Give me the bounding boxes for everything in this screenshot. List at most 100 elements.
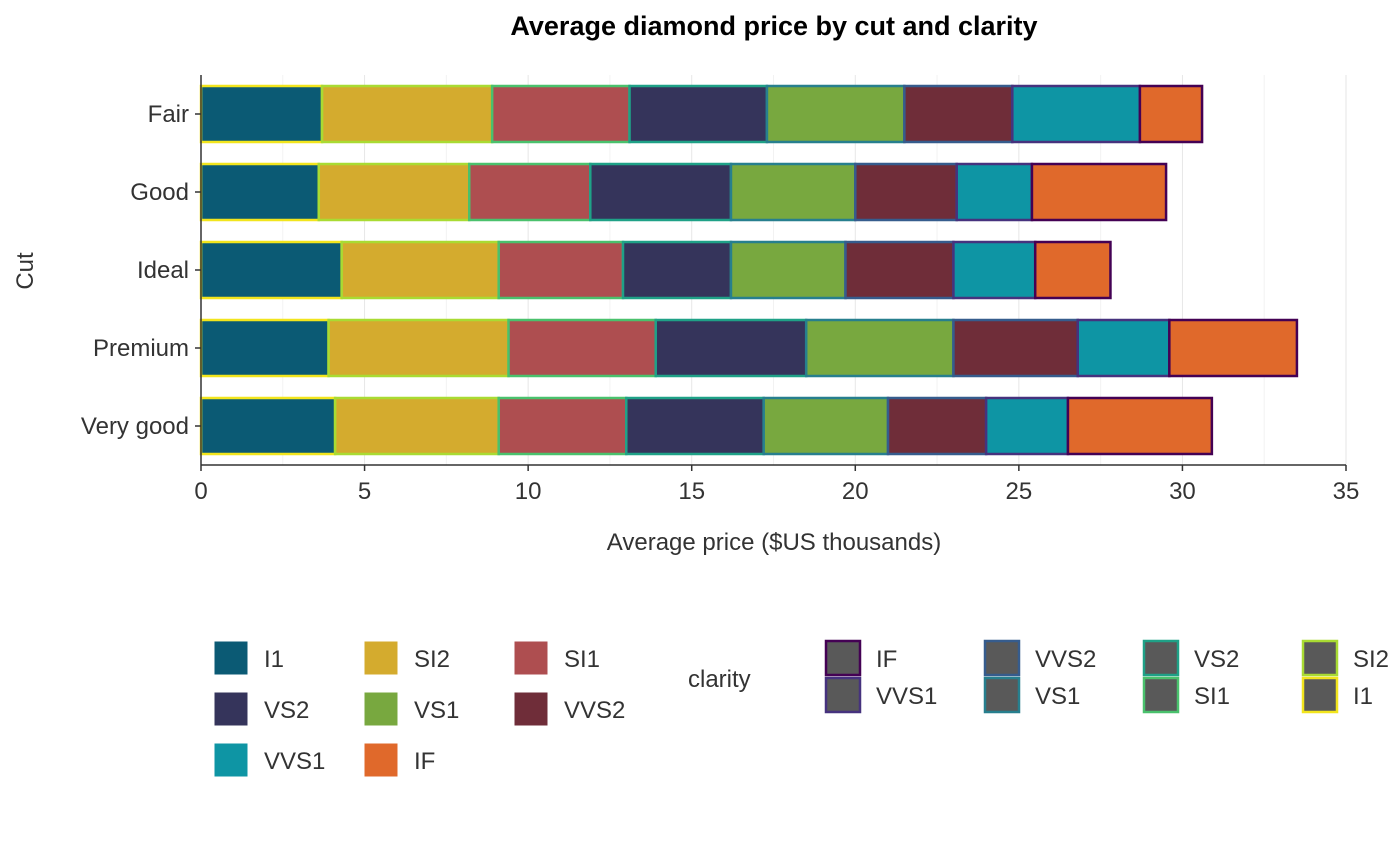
bar-good-si1: [468, 162, 592, 222]
legend-fill-key-vvs2: [513, 691, 549, 727]
bar-ideal-i1: [199, 240, 343, 300]
bar-fair-vvs2: [903, 84, 1014, 144]
axes: [195, 75, 1347, 471]
legend-fill-key-vvs1: [213, 742, 249, 778]
bar-fair-vvs1: [1011, 84, 1142, 144]
y-tick-label-ideal: Ideal: [137, 257, 189, 284]
bar-ideal-vs1: [729, 240, 847, 300]
bar-very-good-vs2: [625, 396, 765, 456]
bar-premium-vvs1: [1076, 318, 1171, 378]
legend-fill-key-if: [363, 742, 399, 778]
bar-group-ideal: [199, 240, 1112, 300]
bar-ideal-si1: [497, 240, 625, 300]
bar-premium-si1: [507, 318, 657, 378]
legend-fill-key-vs1: [363, 691, 399, 727]
y-tick-label-very-good: Very good: [81, 413, 189, 440]
bar-premium-vs1: [804, 318, 955, 378]
legend-outline-key-vs2: [1142, 639, 1180, 677]
legend-fill-key-si2: [363, 640, 399, 676]
bar-good-if: [1030, 162, 1168, 222]
legend-fill-label-vvs1: VVS1: [264, 748, 325, 775]
bar-very-good-vvs1: [984, 396, 1070, 456]
legend-outline-key-vvs2: [983, 639, 1021, 677]
legend-fill-label-si1: SI1: [564, 646, 600, 673]
bar-very-good-vs1: [762, 396, 890, 456]
x-tick-label-5: 25: [1006, 478, 1033, 505]
legend-fill-key-i1: [213, 640, 249, 676]
bar-very-good-si2: [333, 396, 500, 456]
legend-outline-key-si1: [1142, 676, 1180, 714]
y-axis-title: Cut: [12, 252, 39, 290]
y-tick-label-fair: Fair: [148, 101, 189, 128]
bar-group-good: [199, 162, 1168, 222]
legend-outline-label-si1: SI1: [1194, 683, 1230, 710]
legend-fill-key-si1: [513, 640, 549, 676]
legend-outline-label-vvs1: VVS1: [876, 683, 937, 710]
legend-fill-label-if: IF: [414, 748, 435, 775]
y-tick-label-good: Good: [130, 179, 189, 206]
x-tick-label-4: 20: [842, 478, 869, 505]
bar-premium-vvs2: [952, 318, 1079, 378]
y-tick-labels: Fair Good Ideal Premium Very good: [81, 101, 189, 440]
x-tick-label-7: 35: [1333, 478, 1360, 505]
legend-outline-label-if: IF: [876, 646, 897, 673]
bar-very-good-si1: [497, 396, 628, 456]
bar-fair-si2: [320, 84, 494, 144]
x-tick-label-6: 30: [1169, 478, 1196, 505]
bar-ideal-vs2: [621, 240, 733, 300]
bar-fair-vs2: [628, 84, 769, 144]
bar-ideal-si2: [340, 240, 500, 300]
legend-fill-label-vvs2: VVS2: [564, 697, 625, 724]
legend-fill-label-i1: I1: [264, 646, 284, 673]
legend-outline-key-vs1: [983, 676, 1021, 714]
bar-good-vs2: [589, 162, 733, 222]
bar-premium-if: [1168, 318, 1299, 378]
bar-premium-vs2: [654, 318, 808, 378]
x-tick-label-0: 0: [194, 478, 207, 505]
bar-very-good-vvs2: [886, 396, 988, 456]
legend-outline-title: clarity: [688, 666, 751, 693]
legend-outline-key-vvs1: [824, 676, 862, 714]
x-tick-label-1: 5: [358, 478, 371, 505]
bar-fair-i1: [199, 84, 324, 144]
bar-group-premium: [199, 318, 1299, 378]
bar-ideal-if: [1033, 240, 1112, 300]
bar-fair-si1: [490, 84, 631, 144]
bar-fair-vs1: [765, 84, 906, 144]
legend-fill-label-vs2: VS2: [264, 697, 309, 724]
x-axis-title: Average price ($US thousands): [607, 529, 941, 556]
legend-fill-label-vs1: VS1: [414, 697, 459, 724]
bar-group-fair: [199, 84, 1204, 144]
chart-title: Average diamond price by cut and clarity: [510, 11, 1037, 41]
bar-fair-if: [1138, 84, 1204, 144]
bar-good-si2: [317, 162, 471, 222]
legend-outline-key-i1: [1301, 676, 1339, 714]
bar-very-good-if: [1066, 396, 1214, 456]
legend-fill: I1 SI2 SI1 VS2 VS1 VVS2 VVS1 IF: [213, 640, 625, 778]
legend-outline: clarity IF VVS1 VVS2 VS1 VS2 SI1 SI2 I1: [688, 639, 1389, 714]
legend-outline-label-i1: I1: [1353, 683, 1373, 710]
bar-group-very-good: [199, 396, 1214, 456]
legend-outline-key-si2: [1301, 639, 1339, 677]
bars: [199, 84, 1299, 456]
x-tick-label-3: 15: [678, 478, 705, 505]
bar-ideal-vvs2: [844, 240, 955, 300]
legend-fill-key-vs2: [213, 691, 249, 727]
x-tick-labels: 0 5 10 15 20 25 30 35: [194, 478, 1359, 505]
bar-good-vvs1: [955, 162, 1034, 222]
x-tick-label-2: 10: [515, 478, 542, 505]
bar-premium-si2: [327, 318, 510, 378]
legend-outline-label-vs2: VS2: [1194, 646, 1239, 673]
bar-good-vvs2: [854, 162, 958, 222]
bar-good-vs1: [729, 162, 857, 222]
legend-fill-label-si2: SI2: [414, 646, 450, 673]
bar-very-good-i1: [199, 396, 337, 456]
y-tick-label-premium: Premium: [93, 335, 189, 362]
bar-premium-i1: [199, 318, 330, 378]
bar-good-i1: [199, 162, 321, 222]
legend-outline-label-vvs2: VVS2: [1035, 646, 1096, 673]
legend-outline-label-vs1: VS1: [1035, 683, 1080, 710]
bar-ideal-vvs1: [952, 240, 1037, 300]
legend-outline-key-if: [824, 639, 862, 677]
